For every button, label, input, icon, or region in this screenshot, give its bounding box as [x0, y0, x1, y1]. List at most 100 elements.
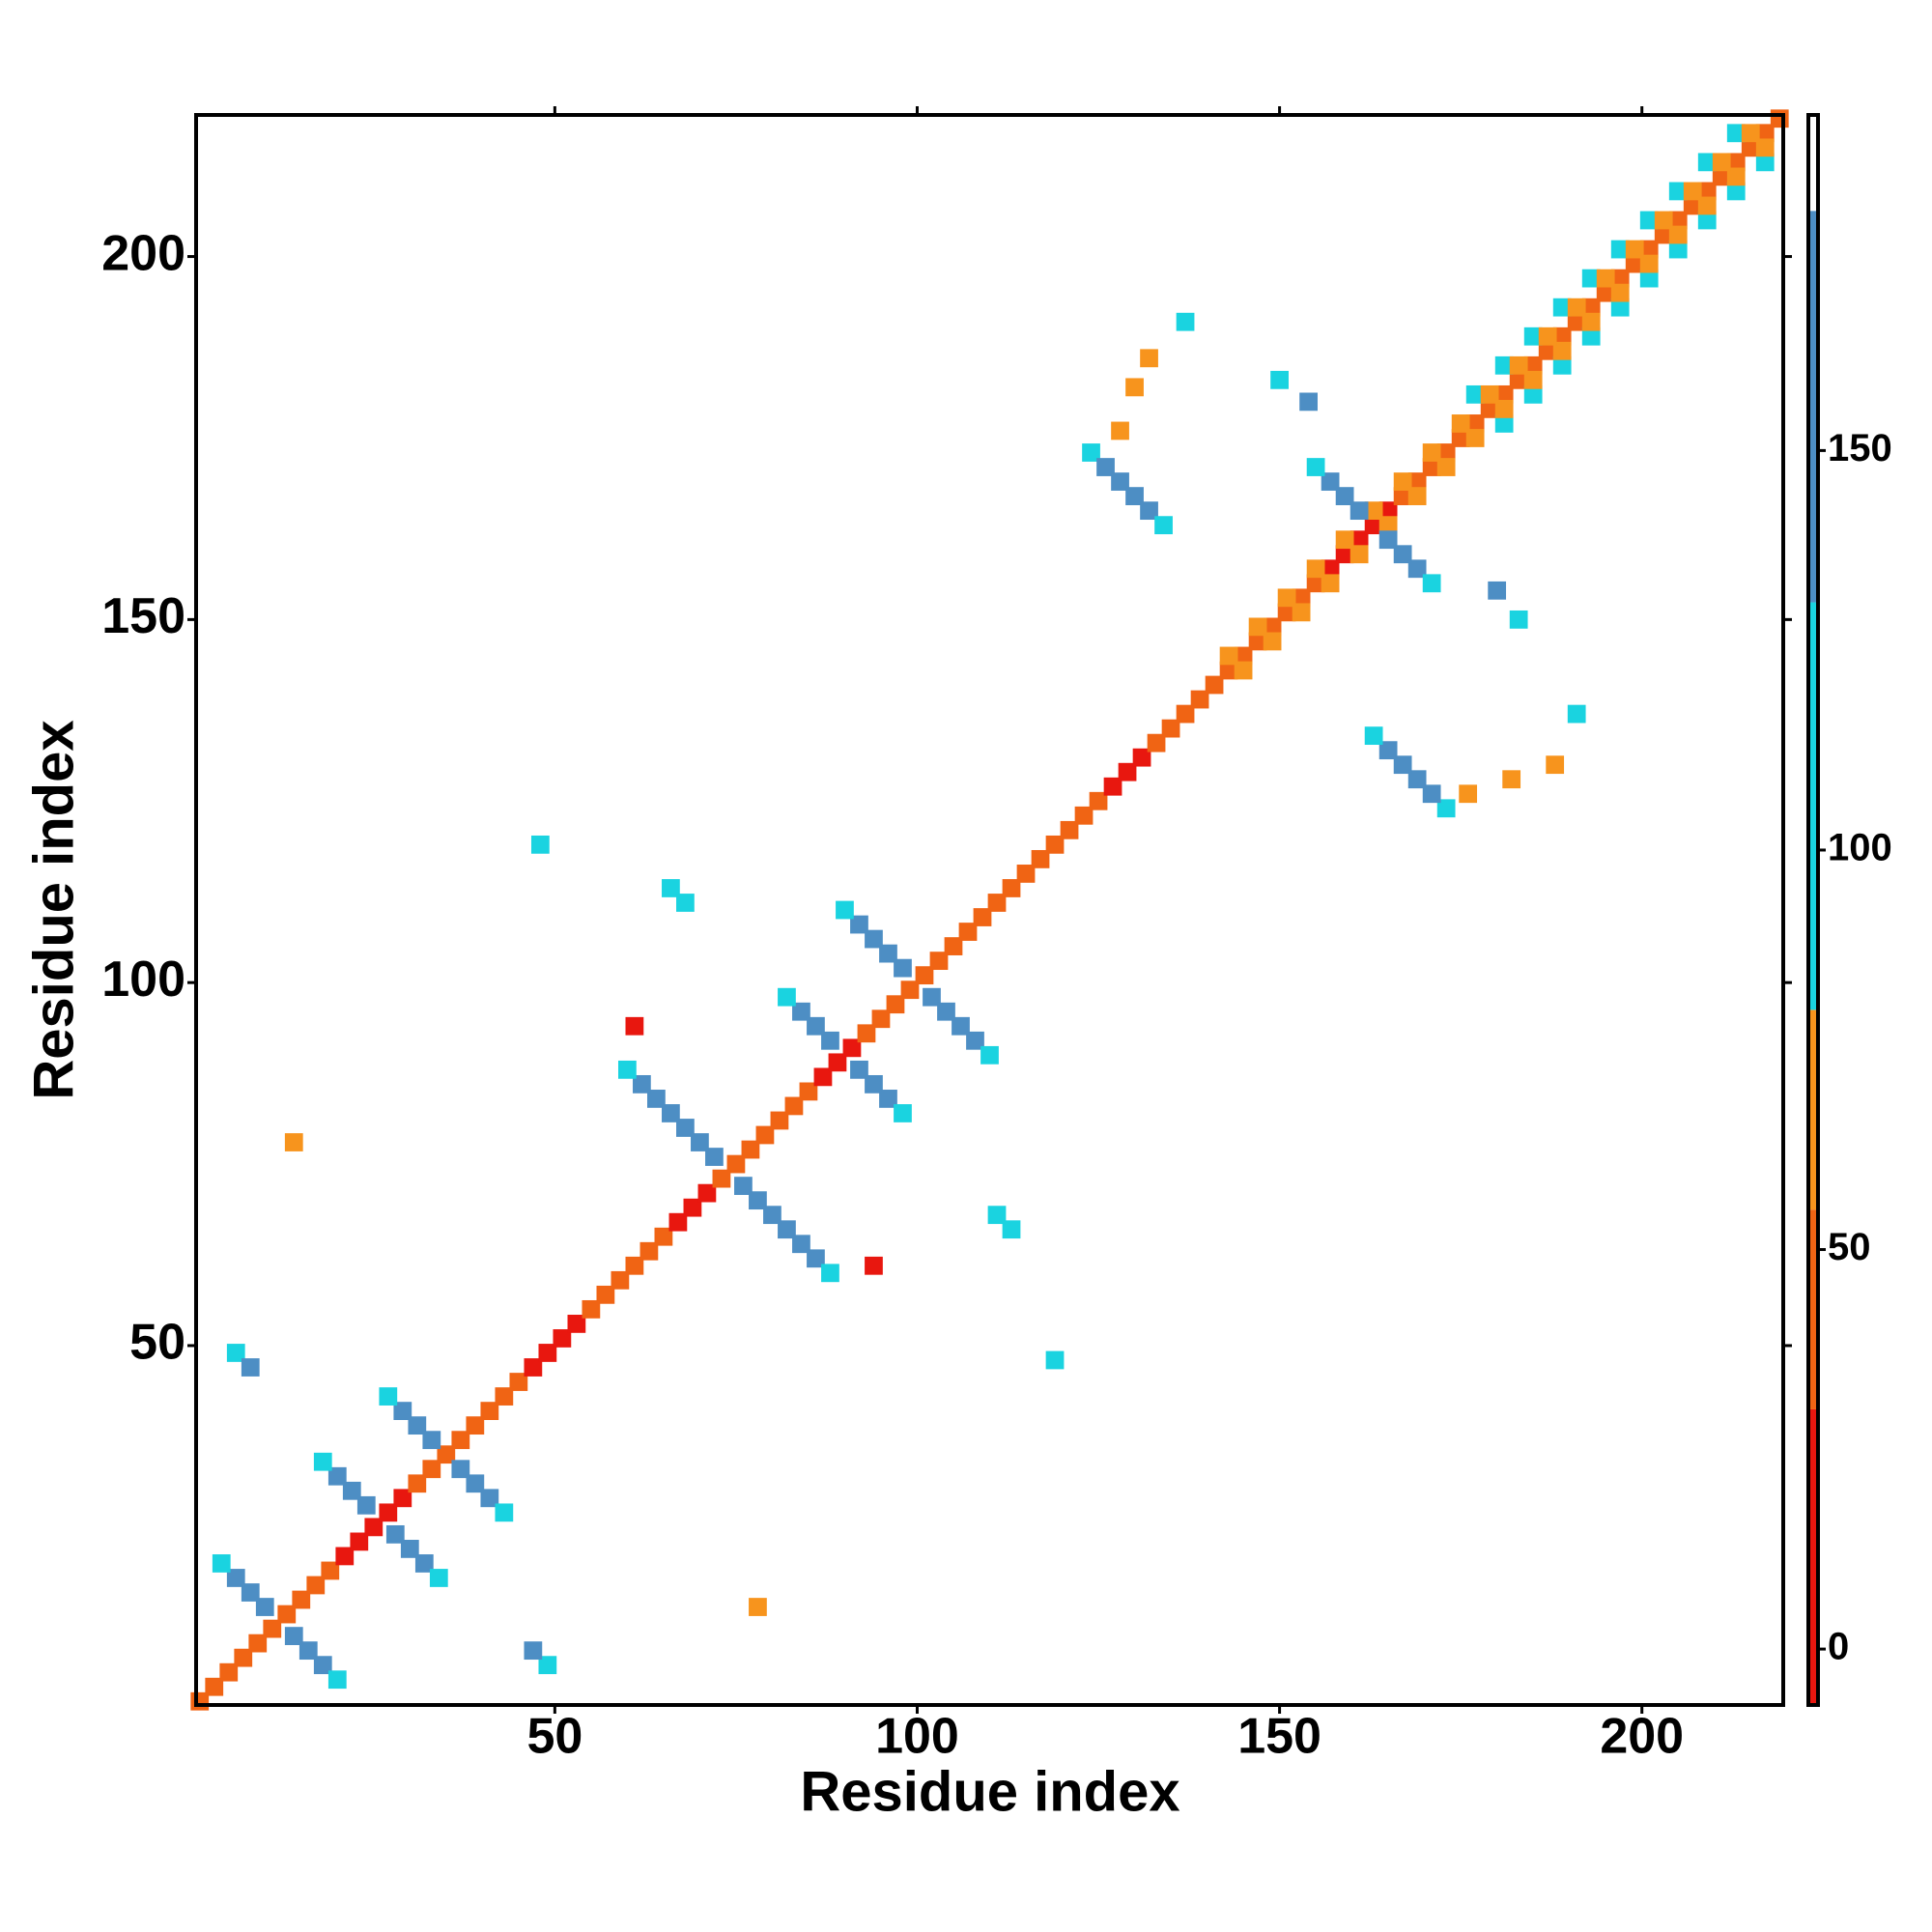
- heatmap-cell: [263, 1619, 282, 1638]
- heatmap-cell: [792, 1002, 810, 1021]
- heatmap-cell: [1494, 384, 1514, 404]
- heatmap-cell: [1726, 153, 1746, 172]
- heatmap-cell: [1552, 355, 1572, 375]
- heatmap-cell: [850, 915, 868, 934]
- heatmap-cell: [633, 1074, 651, 1094]
- heatmap-cell: [1140, 501, 1158, 521]
- heatmap-cell: [662, 1104, 680, 1122]
- heatmap-cell: [1422, 458, 1441, 476]
- heatmap-cell: [241, 1358, 260, 1377]
- heatmap-cell: [1002, 1220, 1021, 1239]
- heatmap-cell: [524, 1358, 543, 1377]
- heatmap-cell: [676, 1119, 695, 1137]
- heatmap-cell: [1436, 458, 1456, 476]
- heatmap-cell: [1089, 791, 1108, 810]
- heatmap-cell: [1393, 472, 1412, 491]
- heatmap-cell: [306, 1576, 326, 1595]
- heatmap-cell: [1270, 370, 1289, 389]
- heatmap-cell: [313, 1656, 332, 1675]
- colorbar-frame: [1806, 113, 1820, 1707]
- heatmap-cell: [1176, 704, 1195, 724]
- heatmap-cell: [662, 879, 680, 897]
- heatmap-cell: [1378, 501, 1398, 521]
- heatmap-cell: [451, 1460, 470, 1479]
- heatmap-cell: [1465, 429, 1485, 447]
- heatmap-cell: [1234, 661, 1253, 680]
- heatmap-cell: [625, 1016, 644, 1036]
- heatmap-cell: [900, 980, 920, 1000]
- heatmap-cell: [668, 1212, 688, 1232]
- heatmap-cell: [1082, 443, 1100, 462]
- heatmap-cell: [255, 1598, 274, 1616]
- colorbar-tick-label: 50: [1828, 1226, 1871, 1268]
- heatmap-cell: [792, 1235, 810, 1254]
- heatmap-cell: [596, 1285, 615, 1304]
- heatmap-cell: [1350, 545, 1369, 564]
- heatmap-cell: [1509, 610, 1528, 629]
- heatmap-cell: [226, 1344, 245, 1362]
- heatmap-cell: [1538, 341, 1557, 360]
- heatmap-cell: [749, 1191, 767, 1210]
- heatmap-cell: [813, 1067, 833, 1087]
- heatmap-cell: [879, 944, 897, 963]
- heatmap-cell: [958, 923, 978, 941]
- x-axis-title: Residue index: [800, 1760, 1179, 1823]
- heatmap-cell: [1538, 327, 1557, 346]
- heatmap-cell: [1610, 240, 1630, 259]
- heatmap-cell: [429, 1569, 448, 1587]
- heatmap-cell: [1567, 704, 1586, 724]
- heatmap-cell: [1306, 574, 1325, 593]
- heatmap-cell: [350, 1532, 369, 1551]
- heatmap-cell: [923, 987, 941, 1007]
- heatmap-cell: [292, 1590, 311, 1609]
- heatmap-cell: [1422, 574, 1441, 593]
- heatmap-cell: [524, 1641, 543, 1661]
- heatmap-cell: [393, 1489, 412, 1508]
- heatmap-cell: [1480, 384, 1499, 404]
- heatmap-cell: [639, 1241, 659, 1261]
- x-tick-label: 150: [1237, 1709, 1321, 1765]
- colorbar-segment: [1808, 211, 1818, 603]
- heatmap-cell: [1364, 726, 1383, 746]
- heatmap-cell: [219, 1662, 239, 1682]
- y-tick-label: 150: [101, 588, 185, 644]
- y-axis-title: Residue index: [22, 720, 85, 1099]
- heatmap-cell: [342, 1481, 361, 1500]
- heatmap-cell: [321, 1561, 340, 1580]
- heatmap-cell: [886, 995, 905, 1014]
- heatmap-cell: [1639, 240, 1659, 259]
- heatmap-cell: [1190, 690, 1209, 709]
- heatmap-cell: [567, 1315, 586, 1333]
- heatmap-cell: [1096, 458, 1115, 476]
- heatmap-cell: [327, 1466, 347, 1486]
- heatmap-cell: [1060, 820, 1079, 839]
- heatmap-cell: [763, 1206, 781, 1225]
- heatmap-cell: [1581, 298, 1601, 317]
- heatmap-cell: [1712, 167, 1731, 186]
- heatmap-cell: [400, 1540, 419, 1558]
- heatmap-cell: [1263, 632, 1282, 651]
- heatmap-cell: [1176, 312, 1195, 331]
- heatmap-cell: [865, 929, 883, 949]
- heatmap-cell: [1502, 770, 1521, 789]
- heatmap-cell: [1581, 269, 1601, 288]
- heatmap-cell: [1726, 182, 1746, 201]
- heatmap-cell: [726, 1154, 746, 1174]
- heatmap-cell: [1125, 487, 1144, 505]
- y-tick-label: 200: [101, 225, 185, 281]
- heatmap-cell: [241, 1583, 260, 1602]
- heatmap-cell: [451, 1431, 470, 1450]
- heatmap-cell: [1741, 138, 1760, 157]
- heatmap-cell: [879, 1090, 897, 1108]
- heatmap-cell: [248, 1634, 268, 1653]
- x-tick-label: 200: [1600, 1709, 1684, 1765]
- heatmap-cell: [915, 966, 934, 985]
- heatmap-cell: [828, 1053, 847, 1072]
- colorbar-segment: [1808, 1209, 1818, 1409]
- heatmap-cell: [734, 1177, 753, 1196]
- heatmap-cell: [437, 1445, 456, 1464]
- heatmap-cell: [755, 1125, 775, 1145]
- heatmap-cell: [408, 1474, 427, 1493]
- heatmap-cell: [414, 1554, 434, 1573]
- heatmap-cell: [1147, 733, 1166, 753]
